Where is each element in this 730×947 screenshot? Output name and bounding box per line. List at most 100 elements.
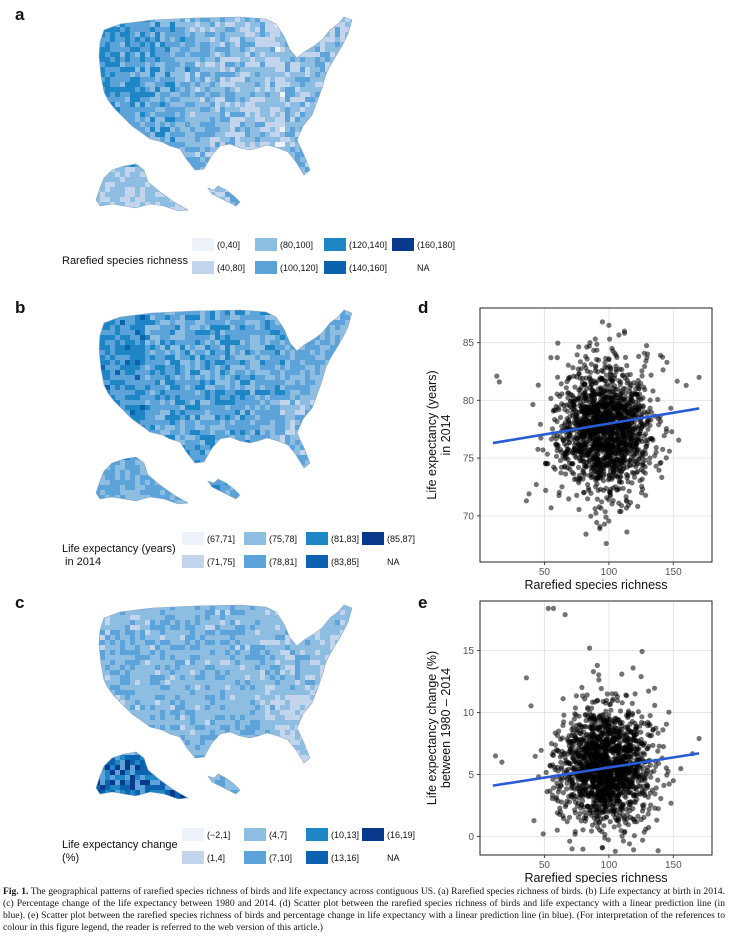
data-point <box>674 378 680 384</box>
data-point <box>595 807 601 813</box>
y-tick-label: 75 <box>463 454 475 465</box>
data-point <box>582 472 588 478</box>
data-point <box>631 847 637 853</box>
data-point <box>623 712 630 718</box>
data-point <box>590 779 596 785</box>
data-point <box>601 785 607 792</box>
data-point <box>574 409 580 415</box>
data-point <box>598 717 604 723</box>
data-point <box>646 460 653 466</box>
data-point <box>633 430 639 436</box>
data-point <box>494 373 500 379</box>
data-point <box>608 486 614 492</box>
data-point <box>526 491 532 497</box>
data-point <box>599 845 605 851</box>
data-point <box>576 737 582 743</box>
data-point <box>578 457 584 464</box>
data-point <box>598 376 604 382</box>
data-point <box>596 672 602 678</box>
panel-label-c: c <box>15 593 25 612</box>
data-point <box>631 833 637 839</box>
legend-swatch <box>362 851 384 864</box>
data-point <box>623 767 630 773</box>
data-point <box>578 728 584 734</box>
data-point <box>560 402 567 408</box>
data-point <box>606 357 612 363</box>
data-point <box>625 423 631 429</box>
data-point <box>628 729 634 735</box>
data-point <box>619 671 625 677</box>
legend-item-label: (81,83] <box>331 534 360 544</box>
data-point <box>594 519 600 526</box>
data-point <box>612 406 618 412</box>
data-point <box>663 455 669 461</box>
data-point <box>647 713 653 719</box>
legend-swatch <box>255 238 277 251</box>
data-point <box>552 730 558 736</box>
data-point <box>629 391 635 397</box>
data-point <box>582 754 588 760</box>
data-point <box>639 373 645 379</box>
data-point <box>600 368 606 375</box>
data-point <box>616 500 622 506</box>
data-point <box>601 712 607 718</box>
data-point <box>568 720 574 726</box>
data-point <box>625 822 631 828</box>
data-point <box>658 418 664 424</box>
data-point <box>566 376 572 382</box>
data-point <box>604 381 610 387</box>
data-point <box>616 779 623 785</box>
data-point <box>620 772 626 778</box>
data-point <box>601 396 607 402</box>
data-point <box>626 804 632 810</box>
data-point <box>560 696 566 702</box>
data-point <box>620 838 626 844</box>
data-point <box>650 437 656 443</box>
x-axis-label: Rarefied species richness <box>524 871 667 883</box>
data-point <box>571 716 577 722</box>
data-point <box>565 390 571 396</box>
data-point <box>623 743 629 749</box>
data-point <box>616 479 622 485</box>
data-point <box>559 484 565 490</box>
data-point <box>666 781 672 787</box>
data-point <box>649 787 655 793</box>
data-point <box>616 822 622 828</box>
data-point <box>585 793 591 799</box>
data-point <box>567 838 573 844</box>
data-point <box>571 786 578 792</box>
data-point <box>573 722 579 729</box>
data-point <box>620 398 627 404</box>
data-point <box>602 509 608 515</box>
data-point <box>579 798 586 804</box>
data-point <box>600 797 606 803</box>
data-point <box>577 810 583 817</box>
data-point <box>556 748 562 754</box>
data-point <box>676 437 682 443</box>
legend-item-label: (80,100] <box>280 240 314 250</box>
data-point <box>659 474 665 480</box>
scatter-plot-life-expectancy-change: 50 100 150 0 5 10 15 Rarefied species richness L… <box>425 600 713 883</box>
data-point <box>588 361 594 367</box>
data-point <box>548 741 555 747</box>
data-point <box>653 463 659 469</box>
data-point <box>579 743 585 749</box>
data-point <box>591 420 597 426</box>
data-point <box>608 707 614 713</box>
data-point <box>647 422 653 428</box>
data-point <box>614 457 620 463</box>
data-point <box>566 748 572 754</box>
data-point <box>606 322 612 328</box>
legend-swatch <box>362 532 384 545</box>
data-point <box>566 814 573 820</box>
legend-swatch <box>324 261 346 274</box>
data-point <box>564 786 570 792</box>
data-point <box>616 378 622 384</box>
data-point <box>590 457 596 463</box>
data-point <box>582 421 588 427</box>
x-axis-label: Rarefied species richness <box>524 578 667 590</box>
data-point <box>655 396 661 403</box>
data-point <box>572 384 578 390</box>
data-point <box>590 669 596 675</box>
data-point <box>620 457 627 463</box>
